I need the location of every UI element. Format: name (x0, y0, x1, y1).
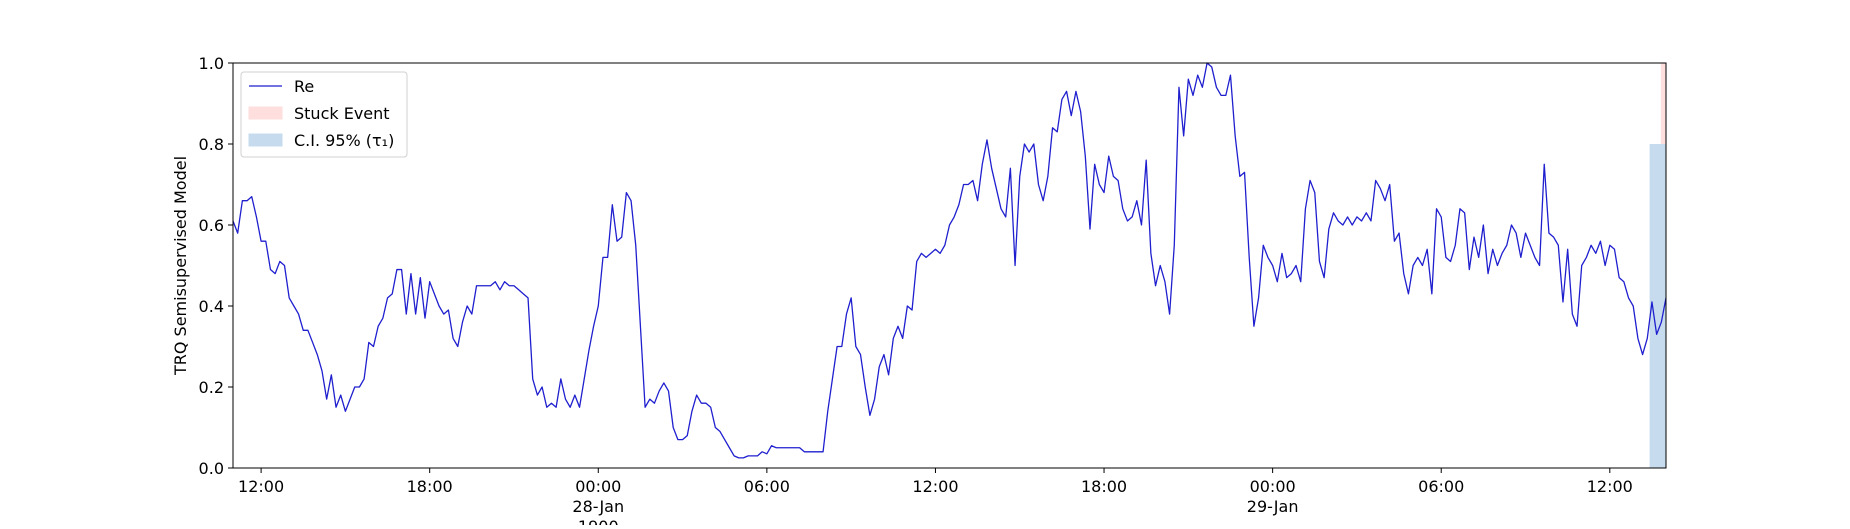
x-axis: 12:0018:0000:0028-Jan190006:0012:0018:00… (238, 468, 1633, 529)
x-tick-label: 06:00 (744, 477, 790, 496)
ci-95-region (1649, 144, 1666, 468)
shaded-regions (1649, 63, 1666, 468)
legend: Re Stuck Event C.I. 95% (τ₁) (240, 71, 408, 158)
legend-label: C.I. 95% (τ₁) (294, 131, 394, 150)
y-axis: 0.0 0.2 0.4 0.6 0.8 1.0 (199, 54, 233, 478)
legend-patch-swatch (248, 106, 283, 120)
y-tick-label: 1.0 (199, 54, 224, 73)
y-tick-label: 0.6 (199, 216, 224, 235)
legend-label: Stuck Event (294, 104, 390, 123)
legend-patch-swatch (248, 133, 283, 147)
x-tick-label: 28-Jan (572, 497, 624, 516)
x-tick-label: 1900 (578, 517, 619, 525)
x-tick-label: 29-Jan (1247, 497, 1299, 516)
series-line-re (232, 62, 1667, 459)
y-tick-label: 0.4 (199, 297, 224, 316)
x-tick-label: 06:00 (1418, 477, 1464, 496)
x-tick-label: 18:00 (1081, 477, 1127, 496)
plot-frame (232, 62, 1667, 469)
x-tick-label: 00:00 (575, 477, 621, 496)
x-tick-label: 12:00 (238, 477, 284, 496)
y-tick-label: 0.8 (199, 135, 224, 154)
legend-label: Re (294, 77, 314, 96)
x-tick-label: 00:00 (1250, 477, 1296, 496)
x-tick-label: 12:00 (1587, 477, 1633, 496)
x-tick-label: 18:00 (407, 477, 453, 496)
y-tick-label: 0.0 (199, 459, 224, 478)
y-tick-label: 0.2 (199, 378, 224, 397)
x-tick-label: 12:00 (912, 477, 958, 496)
y-axis-label: TRQ Semisupervised Model (171, 156, 190, 376)
series-layer (232, 62, 1667, 459)
